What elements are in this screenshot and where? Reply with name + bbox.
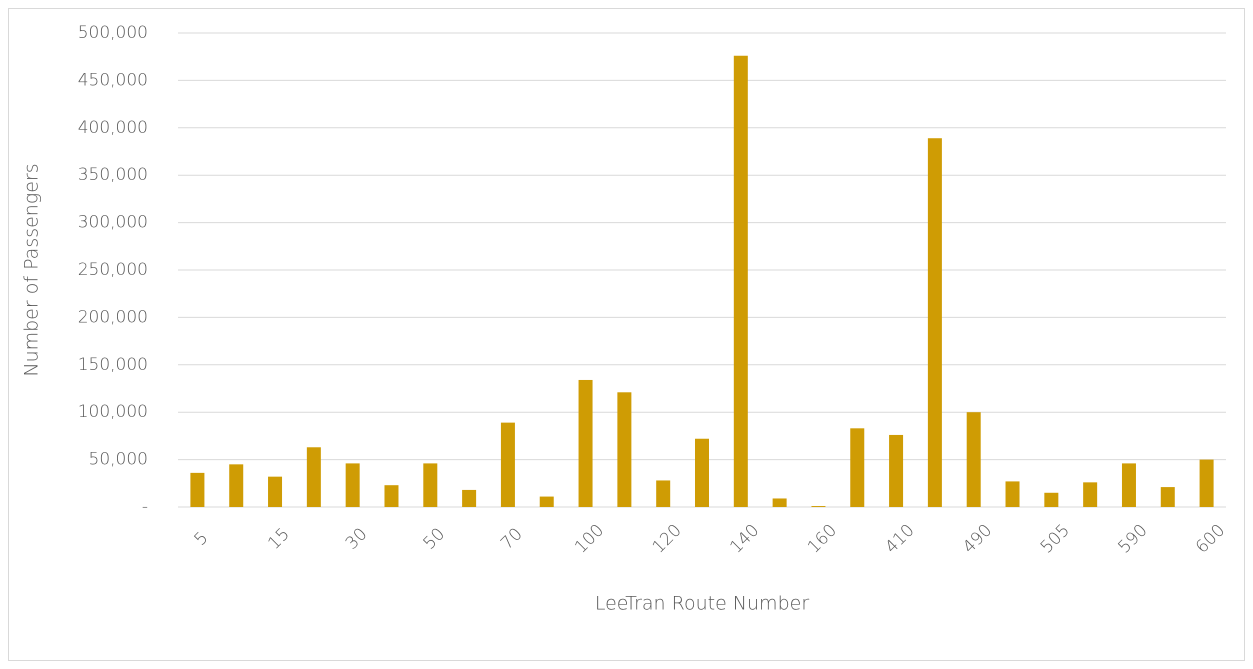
bar (190, 472, 205, 507)
bar (617, 392, 632, 507)
bar (850, 428, 865, 507)
bar (927, 138, 942, 507)
y-tick-label: 400,000 (78, 118, 148, 138)
bar (578, 379, 593, 507)
bar (889, 434, 904, 507)
bar (1121, 463, 1136, 507)
bar (462, 489, 477, 507)
bar (229, 464, 244, 507)
bar (423, 463, 438, 507)
y-tick-label: 500,000 (78, 23, 148, 43)
y-tick-label: - (142, 497, 148, 517)
bar (695, 438, 709, 507)
y-axis-title: Number of Passengers (21, 163, 43, 376)
bar (345, 463, 360, 507)
y-tick-label: 150,000 (78, 355, 148, 375)
bar (1160, 487, 1175, 507)
bar (656, 480, 671, 507)
bar (1005, 481, 1020, 507)
bar (733, 55, 748, 507)
x-axis-title: LeeTran Route Number (595, 593, 809, 615)
bar (306, 447, 321, 507)
bar (268, 476, 283, 507)
y-tick-label: 200,000 (78, 307, 148, 327)
y-tick-label: 350,000 (78, 165, 148, 185)
y-tick-label: 250,000 (78, 260, 148, 280)
y-tick-label: 300,000 (78, 213, 148, 233)
bar (772, 498, 787, 507)
bar (500, 422, 515, 507)
bar (1083, 482, 1098, 507)
bar (539, 496, 554, 507)
bar (966, 412, 981, 507)
bar (1044, 492, 1059, 507)
bar (1199, 459, 1214, 507)
y-tick-label: 50,000 (89, 450, 148, 470)
chart-frame (8, 8, 1245, 661)
y-tick-label: 450,000 (78, 70, 148, 90)
bar (384, 485, 399, 507)
bar (811, 506, 826, 507)
y-tick-label: 100,000 (78, 402, 148, 422)
